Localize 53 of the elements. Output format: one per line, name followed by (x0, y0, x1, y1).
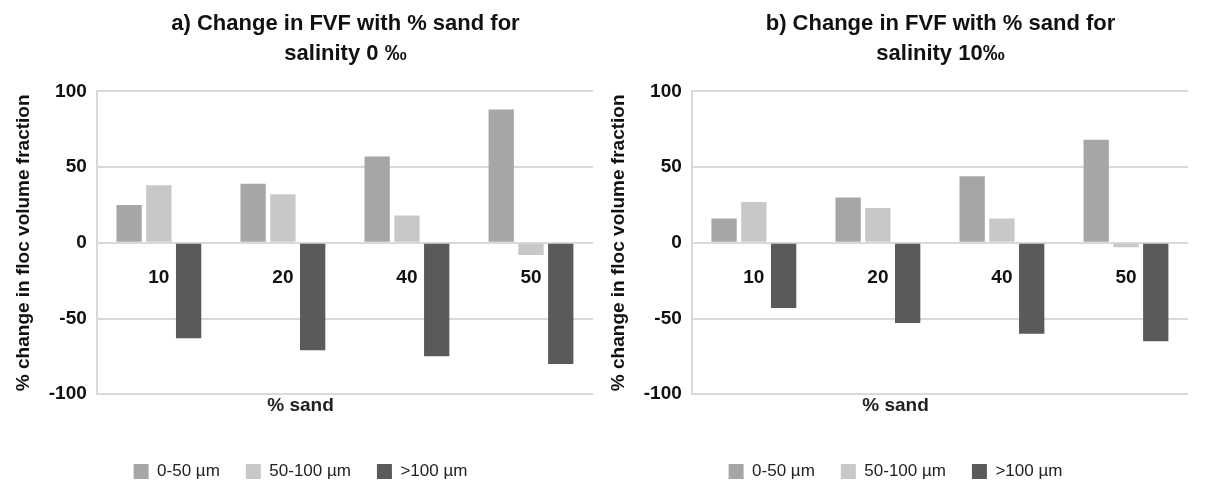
legend-label: >100 µm (400, 461, 468, 481)
bar (835, 197, 861, 242)
bar (865, 207, 891, 242)
legend-label: 50-100 µm (269, 461, 351, 481)
x-tick-label: 10 (148, 266, 170, 288)
bar (175, 243, 202, 339)
x-tick-label: 20 (867, 266, 889, 288)
y-tick-label: 0 (76, 231, 87, 253)
chart-title: b) Change in FVF with % sand for salinity 10‰ (764, 9, 1117, 67)
bar (364, 156, 390, 242)
y-tick-label: -50 (654, 306, 682, 328)
chart-title: a) Change in FVF with % sand for salinity 0 ‰ (170, 9, 521, 67)
y-axis-title: % change in floc volume fraction (606, 94, 628, 392)
x-axis-title: % sand (267, 393, 334, 415)
x-tick-label: 10 (743, 266, 765, 288)
y-axis-title: % change in floc volume fraction (11, 94, 33, 392)
bar (548, 243, 574, 364)
y-tick-label: -50 (59, 306, 87, 328)
x-tick-label: 50 (520, 266, 542, 288)
y-tick-label: 50 (65, 155, 87, 177)
y-tick-label: -100 (48, 382, 87, 404)
bar (1083, 139, 1109, 242)
bar (240, 183, 266, 242)
x-tick-label: 50 (1115, 266, 1137, 288)
legend-label: 0-50 µm (157, 461, 220, 481)
x-axis-title: % sand (862, 393, 929, 415)
x-tick-label: 40 (396, 266, 418, 288)
bar (895, 243, 921, 324)
bar (270, 194, 296, 242)
bar (146, 185, 172, 242)
bar (989, 218, 1015, 242)
bar (488, 109, 514, 242)
x-tick-label: 40 (991, 266, 1013, 288)
bar (394, 215, 420, 242)
bar (300, 243, 326, 351)
x-tick-label: 20 (272, 266, 294, 288)
legend-label: >100 µm (995, 461, 1063, 481)
bar (770, 243, 797, 308)
bar (959, 176, 985, 242)
bar (1019, 243, 1045, 334)
legend-label: 0-50 µm (752, 461, 815, 481)
bar (741, 201, 767, 242)
y-tick-label: -100 (643, 382, 682, 404)
bar (518, 243, 544, 255)
y-tick-label: 100 (55, 79, 87, 101)
y-tick-label: 100 (650, 79, 682, 101)
y-tick-label: 0 (671, 231, 682, 253)
bar (1143, 243, 1169, 342)
y-tick-label: 50 (660, 155, 682, 177)
bar (424, 243, 450, 357)
legend-label: 50-100 µm (864, 461, 946, 481)
bar (711, 218, 737, 242)
bar (116, 204, 142, 242)
